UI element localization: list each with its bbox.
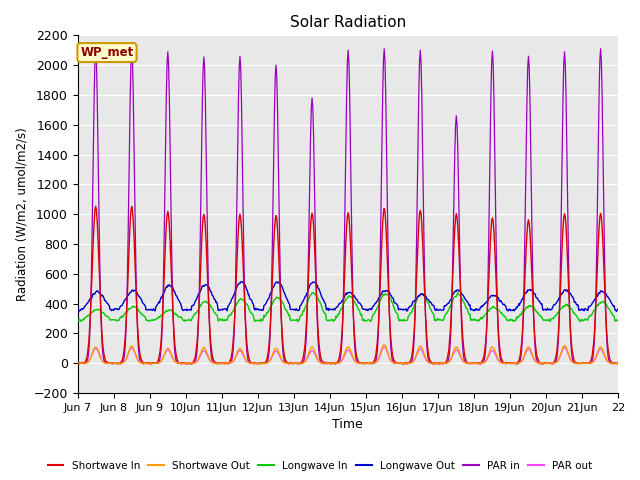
- Legend: Shortwave In, Shortwave Out, Longwave In, Longwave Out, PAR in, PAR out: Shortwave In, Shortwave Out, Longwave In…: [44, 456, 596, 475]
- X-axis label: Time: Time: [332, 419, 363, 432]
- Text: WP_met: WP_met: [81, 46, 134, 59]
- Title: Solar Radiation: Solar Radiation: [290, 15, 406, 30]
- Y-axis label: Radiation (W/m2, umol/m2/s): Radiation (W/m2, umol/m2/s): [15, 127, 28, 301]
